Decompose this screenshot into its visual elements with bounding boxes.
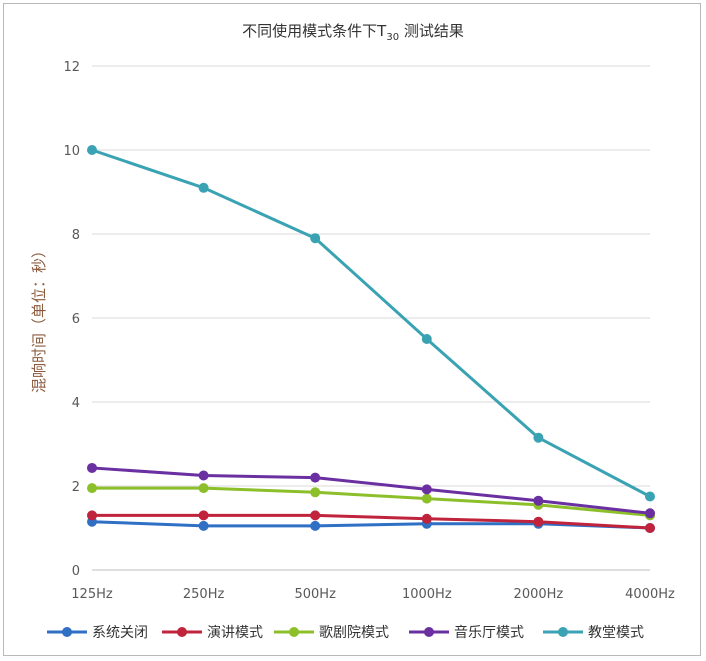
data-point xyxy=(310,472,321,483)
legend-label: 歌剧院模式 xyxy=(319,625,389,641)
data-point xyxy=(421,334,432,344)
x-tick-label: 1000Hz xyxy=(402,587,452,602)
data-point xyxy=(310,520,321,531)
data-point xyxy=(645,523,655,533)
data-point xyxy=(533,432,544,443)
x-tick-label: 250Hz xyxy=(183,587,225,602)
legend-item: 演讲模式 xyxy=(162,625,263,641)
y-tick-label: 4 xyxy=(72,396,80,411)
series-line xyxy=(91,466,651,515)
legend-swatch-marker xyxy=(177,627,187,637)
data-point xyxy=(310,487,321,498)
data-point xyxy=(310,510,321,521)
legend-item: 系统关闭 xyxy=(47,625,148,641)
legend-swatch-marker xyxy=(289,627,299,637)
y-tick-label: 0 xyxy=(72,564,80,579)
data-point xyxy=(645,508,655,519)
legend-label: 系统关闭 xyxy=(92,625,148,641)
x-tick-label: 125Hz xyxy=(71,587,113,602)
series-line xyxy=(91,148,651,498)
data-point xyxy=(87,145,97,155)
legend-item: 歌剧院模式 xyxy=(274,625,389,641)
series-line xyxy=(92,513,651,530)
x-tick-label: 500Hz xyxy=(294,587,336,602)
data-point xyxy=(87,462,97,473)
data-point xyxy=(421,513,432,524)
data-point xyxy=(533,495,544,506)
data-point xyxy=(87,483,97,494)
data-point xyxy=(421,493,432,504)
chart-title: 不同使用模式条件下T30 测试结果 xyxy=(242,22,464,43)
x-tick-label: 4000Hz xyxy=(625,587,675,602)
data-point xyxy=(421,484,432,495)
data-point xyxy=(310,233,321,244)
series-line xyxy=(92,486,651,517)
legend-swatch-marker xyxy=(424,627,434,637)
y-axis-label: 混响时间（单位：秒） xyxy=(30,243,48,393)
data-point xyxy=(645,491,655,502)
data-point xyxy=(198,483,209,494)
legend-swatch-marker xyxy=(62,627,72,637)
x-tick-label: 2000Hz xyxy=(514,587,564,602)
legend-label: 教堂模式 xyxy=(588,625,644,641)
data-point xyxy=(198,182,209,193)
legend-label: 音乐厅模式 xyxy=(454,624,524,641)
legend-label: 演讲模式 xyxy=(207,625,263,641)
legend: 系统关闭 演讲模式 歌剧院模式 音乐厅模式 教堂模式 xyxy=(47,624,644,641)
x-tick-labels: 125Hz 250Hz 500Hz 1000Hz 2000Hz 4000Hz xyxy=(71,587,675,602)
y-tick-label: 2 xyxy=(72,480,80,495)
y-tick-label: 10 xyxy=(63,144,80,159)
data-point xyxy=(87,510,97,521)
legend-item: 音乐厅模式 xyxy=(409,624,524,641)
data-point xyxy=(198,470,209,481)
y-tick-label: 6 xyxy=(72,312,80,327)
data-point xyxy=(533,516,544,527)
series-lines xyxy=(87,145,655,533)
y-tick-labels: 0 2 4 6 8 10 12 xyxy=(63,60,80,579)
series-line xyxy=(91,520,651,530)
legend-swatch-marker xyxy=(558,627,568,637)
y-tick-label: 12 xyxy=(63,60,80,75)
chart-frame xyxy=(3,3,701,656)
gridlines xyxy=(92,65,650,571)
data-point xyxy=(198,520,209,531)
data-point xyxy=(198,510,209,521)
y-tick-label: 8 xyxy=(72,228,80,243)
legend-item: 教堂模式 xyxy=(543,625,644,641)
